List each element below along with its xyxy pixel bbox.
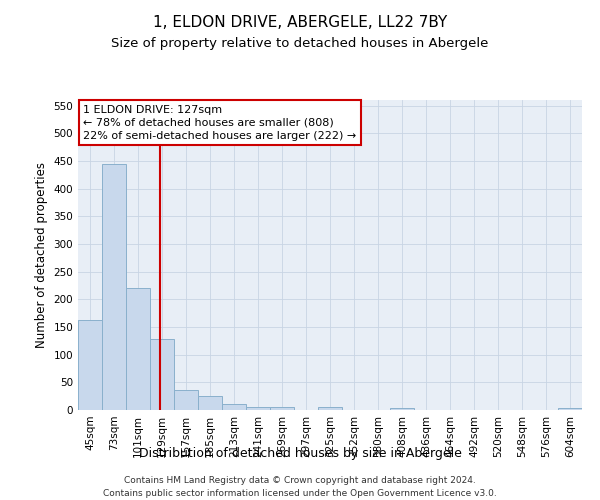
Bar: [102, 164, 126, 410]
Bar: [198, 396, 222, 410]
Bar: [150, 339, 174, 410]
Bar: [222, 404, 246, 410]
Bar: [390, 408, 414, 410]
Bar: [174, 390, 198, 410]
Text: Distribution of detached houses by size in Abergele: Distribution of detached houses by size …: [139, 448, 461, 460]
Text: Size of property relative to detached houses in Abergele: Size of property relative to detached ho…: [112, 38, 488, 51]
Bar: [78, 320, 102, 410]
Bar: [270, 407, 294, 410]
Bar: [318, 407, 342, 410]
Bar: [126, 288, 150, 410]
Y-axis label: Number of detached properties: Number of detached properties: [35, 162, 48, 348]
Text: Contains HM Land Registry data © Crown copyright and database right 2024.
Contai: Contains HM Land Registry data © Crown c…: [103, 476, 497, 498]
Bar: [558, 408, 582, 410]
Bar: [246, 407, 270, 410]
Text: 1, ELDON DRIVE, ABERGELE, LL22 7BY: 1, ELDON DRIVE, ABERGELE, LL22 7BY: [153, 15, 447, 30]
Text: 1 ELDON DRIVE: 127sqm
← 78% of detached houses are smaller (808)
22% of semi-det: 1 ELDON DRIVE: 127sqm ← 78% of detached …: [83, 104, 356, 141]
